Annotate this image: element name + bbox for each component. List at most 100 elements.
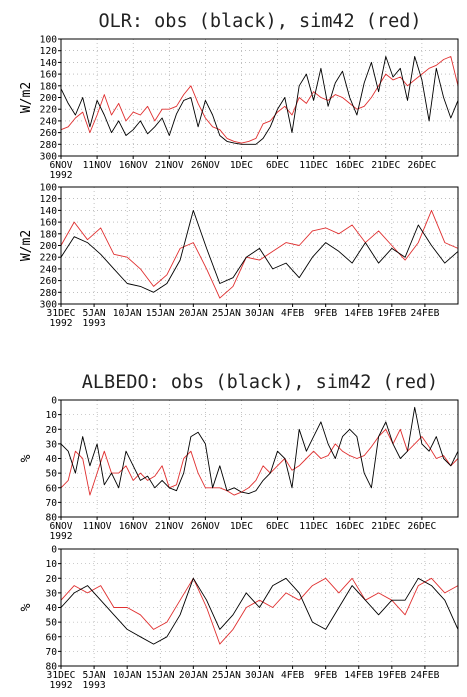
x-tick-label: 31DEC xyxy=(47,308,76,319)
y-tick-label: 60 xyxy=(45,483,57,494)
y-tick-label: 180 xyxy=(40,229,58,240)
y-axis-label: W/m2 xyxy=(19,82,34,113)
x-tick-year: 1992 xyxy=(49,318,72,329)
x-tick-label: 20JAN xyxy=(179,670,208,681)
y-tick-label: 30 xyxy=(45,588,57,599)
x-tick-label: 4FEB xyxy=(281,670,304,681)
x-tick-label: 11DEC xyxy=(299,160,328,171)
y-tick-label: 0 xyxy=(51,545,57,556)
x-tick-label: 31DEC xyxy=(47,670,76,681)
y-tick-label: 220 xyxy=(40,105,58,116)
y-tick-label: 60 xyxy=(45,632,57,643)
x-tick-label: 15JAN xyxy=(146,308,175,319)
x-tick-label: 24FEB xyxy=(410,308,439,319)
y-tick-label: 140 xyxy=(40,206,58,217)
x-tick-label: 6DEC xyxy=(266,521,289,532)
x-tick-label: 16DEC xyxy=(335,521,364,532)
x-tick-label: 11NOV xyxy=(83,160,112,171)
y-axis-label: % xyxy=(19,603,34,611)
x-tick-label: 21DEC xyxy=(371,160,400,171)
y-tick-label: 100 xyxy=(40,183,58,194)
x-tick-label: 30JAN xyxy=(245,670,274,681)
y-tick-label: 50 xyxy=(45,618,57,629)
x-tick-label: 21NOV xyxy=(155,521,184,532)
y-tick-label: 50 xyxy=(45,469,57,480)
x-tick-label: 16NOV xyxy=(119,521,148,532)
x-tick-label: 10JAN xyxy=(113,670,142,681)
x-tick-label: 5JAN xyxy=(83,670,106,681)
x-tick-label: 21DEC xyxy=(371,521,400,532)
y-tick-label: 120 xyxy=(40,46,58,57)
y-tick-label: 40 xyxy=(45,454,57,465)
y-axis-label: % xyxy=(19,454,34,462)
y-tick-label: 140 xyxy=(40,58,58,69)
x-tick-label: 16NOV xyxy=(119,160,148,171)
y-tick-label: 180 xyxy=(40,81,58,92)
obs-series-line xyxy=(60,56,459,145)
y-tick-label: 240 xyxy=(40,264,58,275)
y-tick-label: 0 xyxy=(51,396,57,407)
x-tick-label: 26DEC xyxy=(407,160,436,171)
x-tick-label: 26DEC xyxy=(407,521,436,532)
sim-series-line xyxy=(60,577,459,645)
y-tick-label: 240 xyxy=(40,116,58,127)
sim-series-line xyxy=(60,56,459,144)
y-tick-label: 200 xyxy=(40,241,58,252)
x-tick-label: 1DEC xyxy=(230,160,253,171)
x-tick-year: 1993 xyxy=(83,318,106,329)
albedo-title: ALBEDO: obs (black), sim42 (red) xyxy=(82,372,438,393)
x-tick-label: 20JAN xyxy=(179,308,208,319)
x-tick-label: 6DEC xyxy=(266,160,289,171)
plot-frame xyxy=(60,38,459,157)
y-tick-label: 20 xyxy=(45,425,57,436)
y-tick-label: 80 xyxy=(45,513,57,524)
x-tick-label: 6NOV xyxy=(49,521,72,532)
y-tick-label: 10 xyxy=(45,559,57,570)
y-tick-label: 200 xyxy=(40,93,58,104)
y-tick-label: 160 xyxy=(40,218,58,229)
x-tick-label: 10JAN xyxy=(113,308,142,319)
x-tick-label: 19FEB xyxy=(377,670,406,681)
x-tick-label: 9FEB xyxy=(314,670,337,681)
x-tick-label: 6NOV xyxy=(49,160,72,171)
obs-series-line xyxy=(60,577,459,645)
x-tick-label: 26NOV xyxy=(191,160,220,171)
x-tick-year: 1992 xyxy=(49,170,72,181)
x-tick-label: 25JAN xyxy=(212,670,241,681)
sim-series-line xyxy=(60,209,459,299)
y-tick-label: 280 xyxy=(40,288,58,299)
x-tick-label: 14FEB xyxy=(344,308,373,319)
y-tick-label: 40 xyxy=(45,603,57,614)
x-tick-label: 16DEC xyxy=(335,160,364,171)
y-tick-label: 20 xyxy=(45,574,57,585)
y-tick-label: 300 xyxy=(40,152,58,163)
x-tick-label: 1DEC xyxy=(230,521,253,532)
y-tick-label: 260 xyxy=(40,128,58,139)
y-tick-label: 160 xyxy=(40,70,58,81)
x-tick-year: 1992 xyxy=(49,680,72,691)
y-tick-label: 30 xyxy=(45,439,57,450)
y-tick-label: 100 xyxy=(40,35,58,46)
y-tick-label: 220 xyxy=(40,253,58,264)
olr-nov-panel: 1001201401601802002202402602803006NOV199… xyxy=(19,35,459,181)
x-tick-label: 11NOV xyxy=(83,521,112,532)
y-tick-label: 70 xyxy=(45,498,57,509)
x-tick-label: 26NOV xyxy=(191,521,220,532)
x-tick-year: 1993 xyxy=(83,680,106,691)
x-tick-label: 21NOV xyxy=(155,160,184,171)
y-axis-label: W/m2 xyxy=(19,230,34,261)
x-tick-label: 14FEB xyxy=(344,670,373,681)
plot-frame xyxy=(60,186,459,305)
x-tick-label: 24FEB xyxy=(410,670,439,681)
x-tick-year: 1992 xyxy=(49,531,72,542)
olr-title: OLR: obs (black), sim42 (red) xyxy=(98,11,421,32)
y-tick-label: 280 xyxy=(40,140,58,151)
x-tick-label: 4FEB xyxy=(281,308,304,319)
x-tick-label: 11DEC xyxy=(299,521,328,532)
y-tick-label: 70 xyxy=(45,647,57,658)
obs-series-line xyxy=(60,209,459,293)
obs-series-line xyxy=(60,406,459,495)
y-tick-label: 80 xyxy=(45,662,57,673)
